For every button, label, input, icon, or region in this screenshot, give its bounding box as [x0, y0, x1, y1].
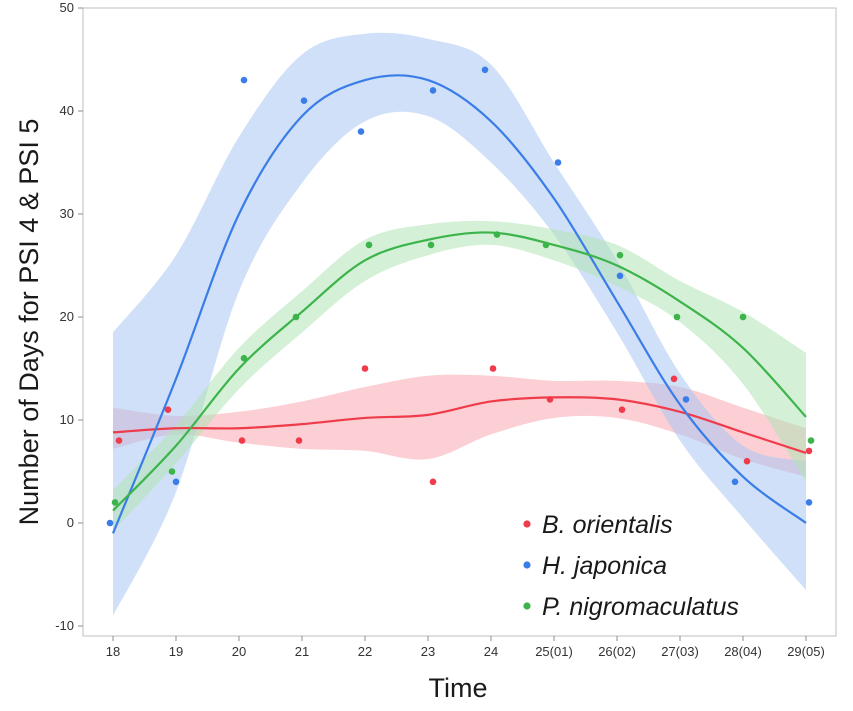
point-b-orientalis — [295, 437, 303, 444]
point-h-japonica — [682, 396, 690, 403]
x-tick-label: 23 — [421, 644, 435, 659]
x-tick-label: 22 — [358, 644, 372, 659]
y-tick-label: 20 — [60, 309, 74, 324]
legend-marker-p-nigromaculatus — [523, 602, 531, 610]
point-p-nigromaculatus — [493, 231, 501, 238]
y-tick-label: 10 — [60, 412, 74, 427]
point-p-nigromaculatus — [807, 437, 815, 444]
point-b-orientalis — [164, 406, 172, 414]
data-points — [106, 66, 815, 527]
point-h-japonica — [240, 76, 248, 84]
point-p-nigromaculatus — [240, 354, 248, 362]
point-h-japonica — [805, 499, 813, 506]
band-h-japonica — [113, 32, 806, 616]
x-tick-label: 19 — [169, 644, 183, 659]
point-h-japonica — [554, 159, 562, 166]
point-p-nigromaculatus — [292, 313, 300, 321]
y-axis: -10 0 10 20 30 40 50 — [55, 0, 83, 633]
x-tick-label: 18 — [106, 644, 120, 659]
point-h-japonica — [429, 87, 437, 94]
point-p-nigromaculatus — [673, 313, 681, 321]
point-p-nigromaculatus — [616, 251, 624, 259]
point-b-orientalis — [238, 437, 246, 444]
point-b-orientalis — [546, 396, 554, 403]
point-b-orientalis — [115, 437, 123, 444]
point-b-orientalis — [743, 457, 751, 465]
point-p-nigromaculatus — [739, 313, 747, 321]
y-tick-label: 40 — [60, 103, 74, 118]
y-tick-label: 30 — [60, 206, 74, 221]
band-b-orientalis — [113, 374, 806, 477]
y-tick-label: 0 — [67, 515, 74, 530]
band-p-nigromaculatus — [113, 220, 806, 532]
point-p-nigromaculatus — [542, 241, 550, 249]
point-h-japonica — [616, 272, 624, 280]
x-tick-label: 27(03) — [661, 644, 699, 659]
x-tick-label: 29(05) — [787, 644, 825, 659]
point-b-orientalis — [670, 375, 678, 383]
legend: B. orientalis H. japonica P. nigromaculatu… — [523, 511, 739, 621]
fit-lines — [111, 74, 807, 534]
point-p-nigromaculatus — [365, 241, 373, 249]
point-h-japonica — [731, 478, 739, 486]
y-tick-label: 50 — [60, 0, 74, 15]
legend-label-p-nigromaculatus: P. nigromaculatus — [542, 593, 739, 621]
legend-label-b-orientalis: B. orientalis — [542, 511, 673, 539]
legend-marker-b-orientalis — [523, 520, 531, 528]
legend-label-h-japonica: H. japonica — [542, 552, 667, 580]
x-axis: 18 19 20 21 22 23 24 25(01) 26(02) 27(03) 28(04) 29… — [106, 636, 825, 659]
fit-line-b-orientalis — [112, 396, 807, 455]
legend-marker-h-japonica — [523, 561, 531, 569]
fit-line-h-japonica — [111, 74, 807, 534]
point-h-japonica — [172, 478, 180, 486]
x-tick-label: 21 — [295, 644, 309, 659]
point-h-japonica — [106, 519, 114, 527]
plot-frame — [82, 7, 837, 637]
x-tick-label: 24 — [484, 644, 498, 659]
point-p-nigromaculatus — [168, 468, 176, 475]
y-tick-label: -10 — [55, 618, 74, 633]
x-tick-label: 26(02) — [598, 644, 636, 659]
point-p-nigromaculatus — [427, 241, 435, 249]
x-tick-label: 28(04) — [724, 644, 762, 659]
point-b-orientalis — [805, 447, 813, 455]
point-h-japonica — [481, 66, 489, 74]
point-b-orientalis — [618, 406, 626, 414]
point-p-nigromaculatus — [111, 499, 119, 506]
point-b-orientalis — [489, 365, 497, 372]
x-axis-title: Time — [429, 673, 488, 703]
fit-line-p-nigromaculatus — [112, 231, 807, 512]
confidence-bands — [113, 32, 806, 616]
point-h-japonica — [357, 128, 365, 135]
point-b-orientalis — [429, 478, 437, 486]
point-h-japonica — [300, 97, 308, 104]
x-tick-label: 25(01) — [535, 644, 573, 659]
y-axis-title: Number of Days for PSI 4 & PSI 5 — [14, 119, 44, 526]
x-tick-label: 20 — [232, 644, 246, 659]
point-b-orientalis — [361, 365, 369, 372]
